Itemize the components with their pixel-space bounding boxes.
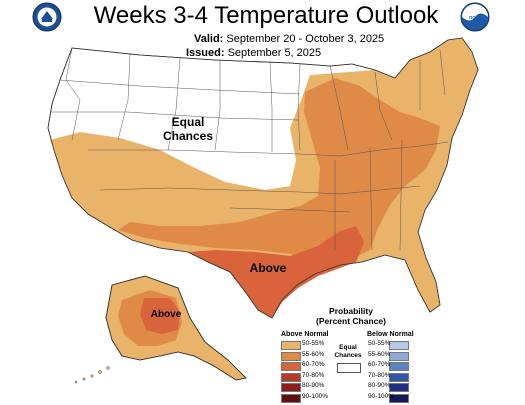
legend-below-heading: Below Normal xyxy=(367,331,414,338)
issued-date: September 5, 2025 xyxy=(227,47,322,59)
equal-chances-label-1: Equal xyxy=(172,115,205,129)
legend-below-label-0: 50-55% xyxy=(368,340,391,347)
legend-above-label-1: 55-60% xyxy=(302,350,325,358)
legend-below-label-2: 60-70% xyxy=(368,361,391,368)
legend-below-swatch-4 xyxy=(389,383,409,392)
aleutian-islands xyxy=(74,366,110,384)
map-title: Weeks 3-4 Temperature Outlook xyxy=(93,2,439,29)
legend-equal-line1: Equal xyxy=(339,344,357,351)
nws-seal-logo xyxy=(32,2,62,32)
legend-equal-line2: Chances xyxy=(334,352,362,359)
legend-below-swatch-5 xyxy=(389,393,409,403)
legend-below-label-4: 80-90% xyxy=(368,382,391,389)
equal-chances-label-2: Chances xyxy=(163,129,213,143)
legend-title-line2: (Percent Chance) xyxy=(316,316,386,326)
legend-above-label-3: 70-80% xyxy=(302,371,325,379)
legend-below-label-1: 55-60% xyxy=(368,350,391,358)
above-label-alaska: Above xyxy=(151,309,182,320)
legend-above-swatch-5 xyxy=(281,393,301,403)
legend-above-label-4: 80-90% xyxy=(302,382,325,389)
state-boundaries xyxy=(50,47,449,251)
legend-equal-swatch xyxy=(337,363,361,373)
issued-label: Issued: xyxy=(186,47,225,59)
valid-dates: September 20 - October 3, 2025 xyxy=(226,33,385,45)
valid-label: Valid: xyxy=(194,33,224,45)
legend-equal-label: Equal Chances xyxy=(334,344,362,360)
issued-line: Issued: September 5, 2025 xyxy=(186,47,321,59)
legend-above-swatch-3 xyxy=(281,372,301,382)
legend-above-swatch-2 xyxy=(281,362,301,371)
above-label-conus: Above xyxy=(250,261,287,275)
legend-below-label-3: 70-80% xyxy=(368,371,391,379)
legend-above-swatch-0 xyxy=(281,341,301,350)
noaa-logo: noaa xyxy=(460,2,490,32)
legend-above-label-0: 50-55% xyxy=(302,340,325,347)
prob-region-60-70-conus xyxy=(188,226,364,318)
legend-below-label-5: 90-100% xyxy=(368,392,395,400)
legend-below-swatch-0 xyxy=(389,341,409,350)
valid-line: Valid: September 20 - October 3, 2025 xyxy=(194,33,384,45)
legend-above-label-2: 60-70% xyxy=(302,361,325,368)
legend-below-swatch-1 xyxy=(389,351,409,361)
conus-border xyxy=(47,37,479,319)
legend-title: Probability (Percent Chance) xyxy=(296,306,406,326)
legend-above-heading: Above Normal xyxy=(281,331,329,338)
legend-above-label-5: 90-100% xyxy=(302,392,329,400)
prob-region-60-70-alaska xyxy=(140,298,180,334)
alaska-border xyxy=(105,275,247,381)
legend-above-swatch-4 xyxy=(281,383,301,392)
prob-region-55-60-conus xyxy=(118,78,440,262)
legend-below-swatch-2 xyxy=(389,362,409,371)
svg-text:noaa: noaa xyxy=(469,15,481,21)
legend-below-swatch-3 xyxy=(389,372,409,382)
legend-title-line1: Probability xyxy=(329,306,373,316)
legend-above-swatch-1 xyxy=(281,351,301,361)
